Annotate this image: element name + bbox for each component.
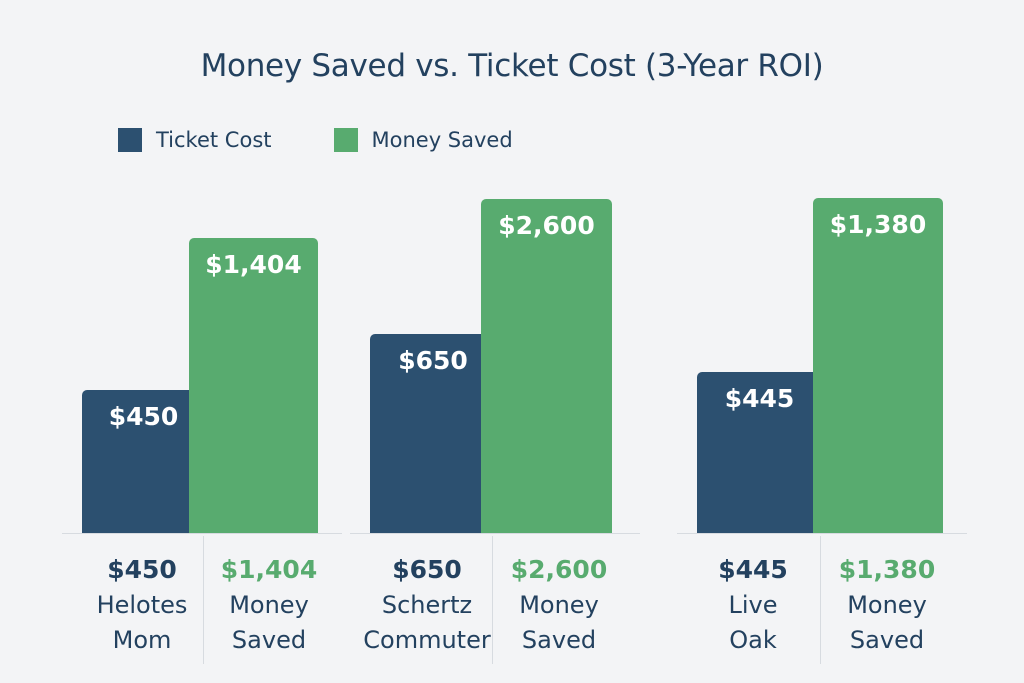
bar-value-label: $1,380: [829, 210, 927, 239]
baseline: [350, 533, 640, 534]
bar-ticket-cost-schertz: $650: [370, 334, 496, 533]
saved-value: $1,380: [838, 555, 936, 584]
category-label-schertz-saved: $2,600 Money Saved: [494, 555, 624, 658]
bar-ticket-cost-live-oak: $445: [697, 372, 822, 533]
legend-item-ticket-cost: Ticket Cost: [118, 128, 272, 152]
category-label-schertz: $650 Schertz Commuter: [362, 555, 492, 658]
column-divider: [492, 536, 493, 664]
bar-value-label: $1,404: [205, 250, 302, 279]
category-name: Live Oak: [728, 591, 778, 654]
saved-value: $1,404: [220, 555, 318, 584]
legend-item-money-saved: Money Saved: [333, 128, 513, 152]
category-name: Schertz Commuter: [363, 591, 491, 654]
bar-value-label: $445: [724, 384, 795, 413]
legend-swatch-ticket-cost: [118, 128, 142, 152]
category-name: Money Saved: [519, 591, 599, 654]
column-divider: [203, 536, 204, 664]
chart-title: Money Saved vs. Ticket Cost (3-Year ROI): [200, 48, 824, 84]
bar-value-label: $450: [108, 402, 179, 431]
cost-value: $450: [107, 555, 177, 584]
legend-label: Ticket Cost: [156, 128, 272, 152]
saved-value: $2,600: [510, 555, 608, 584]
bar-money-saved-schertz: $2,600: [481, 199, 612, 533]
legend: Ticket Cost Money Saved: [118, 128, 575, 152]
column-divider: [820, 536, 821, 664]
cost-value: $445: [718, 555, 788, 584]
bar-value-label: $650: [398, 346, 468, 375]
bar-money-saved-live-oak: $1,380: [813, 198, 943, 533]
category-label-live-oak-saved: $1,380 Money Saved: [822, 555, 952, 658]
cost-value: $650: [392, 555, 462, 584]
category-label-live-oak: $445 Live Oak: [692, 555, 814, 658]
bar-money-saved-helotes: $1,404: [189, 238, 318, 533]
category-label-helotes: $450 Helotes Mom: [82, 555, 202, 658]
legend-label: Money Saved: [371, 128, 513, 152]
bar-ticket-cost-helotes: $450: [82, 390, 205, 533]
legend-swatch-money-saved: [333, 128, 358, 152]
category-label-helotes-saved: $1,404 Money Saved: [205, 555, 333, 658]
category-name: Money Saved: [229, 591, 309, 654]
category-name: Money Saved: [847, 591, 927, 654]
bar-value-label: $2,600: [498, 211, 595, 240]
category-name: Helotes Mom: [96, 591, 188, 654]
baseline: [677, 533, 967, 534]
baseline: [62, 533, 342, 534]
